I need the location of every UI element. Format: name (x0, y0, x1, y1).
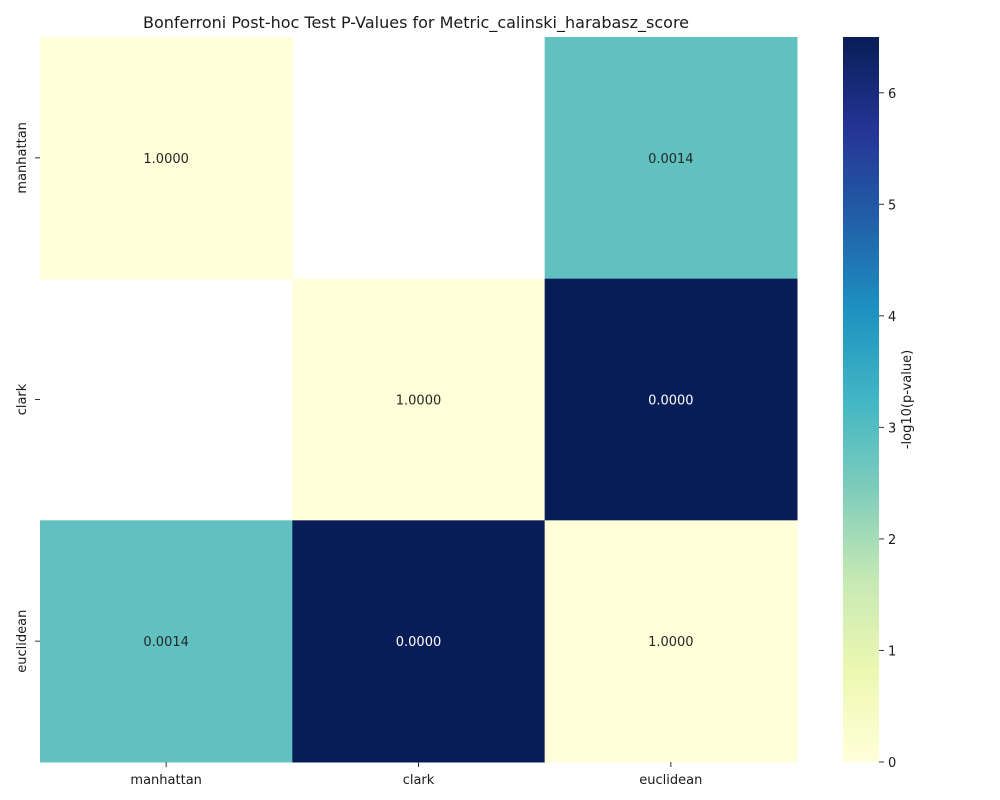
heatmap-cell (544, 520, 798, 763)
cell-value-label: 0.0000 (396, 635, 442, 650)
colorbar-tick-label: 4 (888, 310, 896, 325)
cell-value-label: 0.0014 (648, 152, 694, 167)
colorbar-tick-label: 0 (888, 756, 896, 771)
x-tick-label: euclidean (639, 773, 702, 788)
heatmap-cell (292, 278, 546, 521)
heatmap-cell (544, 37, 798, 280)
chart-title: Bonferroni Post-hoc Test P-Values for Me… (143, 13, 689, 33)
colorbar: 0 1 2 3 4 5 6 (843, 37, 896, 771)
heatmap-cell (544, 278, 798, 521)
heatmap-cell (40, 520, 293, 763)
cell-value-label: 1.0000 (648, 635, 694, 650)
y-tick-label: clark (15, 383, 30, 415)
cell-value-label: 1.0000 (396, 394, 442, 409)
colorbar-tick-label: 2 (888, 533, 896, 548)
x-tick-label: manhattan (130, 773, 201, 788)
colorbar-tick-label: 1 (888, 644, 896, 659)
cell-value-label: 0.0014 (143, 635, 189, 650)
y-tick-label: euclidean (15, 610, 30, 673)
x-tick-label: clark (403, 773, 435, 788)
colorbar-tick-label: 6 (888, 87, 896, 102)
colorbar-tick-label: 3 (888, 421, 896, 436)
heatmap-cells: 1.0000 0.0014 1.0000 0.0000 0.0014 0.0000 1.00… (40, 37, 798, 763)
colorbar-gradient (843, 37, 879, 762)
colorbar-tick-label: 5 (888, 198, 896, 213)
colorbar-label: -log10(p-value) (900, 350, 915, 449)
y-tick-label: manhattan (15, 122, 30, 193)
x-axis: manhattan clark euclidean (130, 762, 702, 788)
heatmap-cell (292, 520, 546, 763)
cell-value-label: 0.0000 (648, 394, 694, 409)
cell-value-label: 1.0000 (143, 152, 189, 167)
heatmap-cell (40, 37, 293, 280)
y-axis: manhattan clark euclidean (15, 122, 40, 673)
